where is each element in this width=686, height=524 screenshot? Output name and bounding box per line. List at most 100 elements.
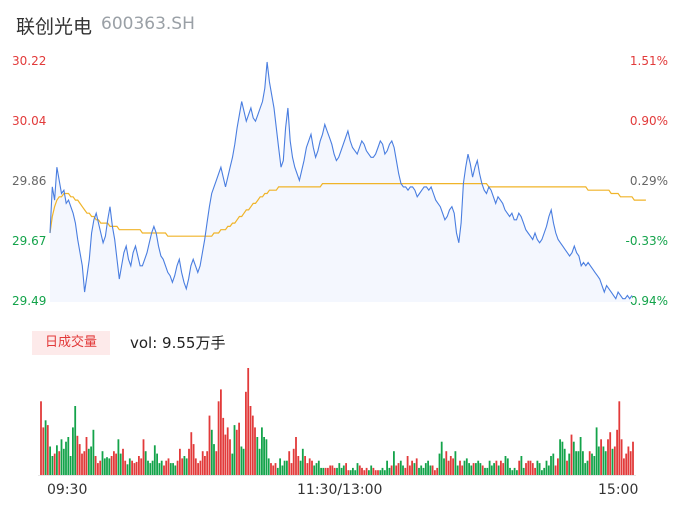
volume-bar xyxy=(133,463,136,475)
volume-bar xyxy=(44,420,47,475)
volume-bar xyxy=(536,460,539,475)
volume-bar xyxy=(356,463,359,475)
volume-bar xyxy=(329,465,332,475)
volume-bar xyxy=(370,465,373,475)
volume-bar xyxy=(632,441,634,475)
volume-bar xyxy=(579,437,582,475)
volume-bar xyxy=(604,451,607,475)
volume-bar xyxy=(531,463,534,475)
volume-bar xyxy=(349,470,352,475)
volume-bar xyxy=(440,441,443,475)
volume-bar xyxy=(308,458,311,475)
volume-bar xyxy=(395,465,398,475)
volume-bar xyxy=(311,460,313,475)
left-axis-label-0: 30.22 xyxy=(12,54,47,68)
left-axis-label-1: 30.04 xyxy=(12,114,47,128)
volume-bar xyxy=(475,463,477,475)
volume-bar xyxy=(383,470,386,475)
volume-bar xyxy=(609,432,612,475)
volume-bar xyxy=(217,401,220,475)
volume-bar xyxy=(124,460,127,475)
volume-bar xyxy=(347,470,350,475)
volume-bar xyxy=(406,456,409,475)
volume-bar xyxy=(527,460,530,475)
volume-bar xyxy=(611,448,614,475)
volume-bar xyxy=(627,446,630,475)
volume-bar xyxy=(386,460,388,475)
volume-bar xyxy=(201,451,204,475)
volume-bar xyxy=(274,463,277,475)
volume-bar xyxy=(263,437,265,475)
volume-bar xyxy=(486,467,489,475)
volume-bar xyxy=(115,453,117,475)
volume-bar xyxy=(393,451,395,475)
volume-bar xyxy=(153,445,156,475)
volume-bar xyxy=(454,451,457,475)
right-axis-label-0: 1.51% xyxy=(629,54,668,68)
volume-bar xyxy=(324,467,327,475)
right-axis-label-3: -0.33% xyxy=(625,234,668,248)
volume-bar xyxy=(213,444,215,475)
volume-bar xyxy=(247,368,250,475)
volume-bar xyxy=(176,460,179,475)
volume-bar xyxy=(304,456,306,475)
volume-bar xyxy=(554,465,557,475)
volume-bar xyxy=(317,460,320,475)
volume-bar xyxy=(222,417,225,475)
volume-bar xyxy=(49,446,51,475)
volume-bar xyxy=(85,437,88,475)
volume-bar xyxy=(113,451,115,475)
volume-bar xyxy=(379,470,382,475)
volume-bar xyxy=(265,439,268,475)
volume-bar xyxy=(322,467,325,475)
volume-bar xyxy=(210,429,213,475)
left-axis-label-4: 29.49 xyxy=(12,294,47,308)
volume-bar xyxy=(313,465,316,475)
volume-bar xyxy=(231,453,234,475)
volume-bar xyxy=(51,456,54,475)
volume-bar xyxy=(76,435,79,475)
average-price-line xyxy=(49,183,646,237)
volume-bar xyxy=(456,465,459,475)
volume-bar xyxy=(402,465,404,475)
volume-bar xyxy=(163,465,165,475)
volume-bar xyxy=(286,460,288,475)
volume-bar xyxy=(158,463,161,475)
volume-bar xyxy=(597,446,600,475)
volume-bar xyxy=(586,460,589,475)
volume-bar xyxy=(190,432,193,475)
volume-bar xyxy=(204,456,206,475)
volume-bar xyxy=(506,458,509,475)
volume-bar xyxy=(452,458,454,475)
volume-bar xyxy=(188,448,190,475)
daily-volume-tab[interactable]: 日成交量 xyxy=(32,331,110,355)
volume-bar xyxy=(172,463,174,475)
volume-bar xyxy=(541,470,543,475)
volume-bar xyxy=(336,467,338,475)
volume-bar xyxy=(623,458,625,475)
volume-bar xyxy=(529,460,532,475)
volume-bar xyxy=(40,401,42,475)
volume-bar xyxy=(174,465,177,475)
volume-bar xyxy=(340,467,343,475)
volume-bar xyxy=(479,463,482,475)
volume-bar xyxy=(126,464,129,475)
volume-bar xyxy=(306,463,309,475)
left-axis-label-3: 29.67 xyxy=(12,234,47,248)
volume-bar xyxy=(363,470,366,475)
volume-bar xyxy=(443,458,445,475)
volume-bar xyxy=(427,460,429,475)
volume-bar xyxy=(561,441,564,475)
volume-bar xyxy=(208,415,211,475)
volume-bar xyxy=(103,458,106,475)
volume-bar xyxy=(509,467,511,475)
volume-bar xyxy=(67,437,70,475)
volume-bar xyxy=(591,453,593,475)
volume-bar xyxy=(495,460,498,475)
volume-bar xyxy=(374,470,377,475)
volume-bar xyxy=(272,465,275,475)
volume-bar xyxy=(484,467,486,475)
volume-bar xyxy=(288,451,291,475)
volume-bar xyxy=(97,463,99,475)
